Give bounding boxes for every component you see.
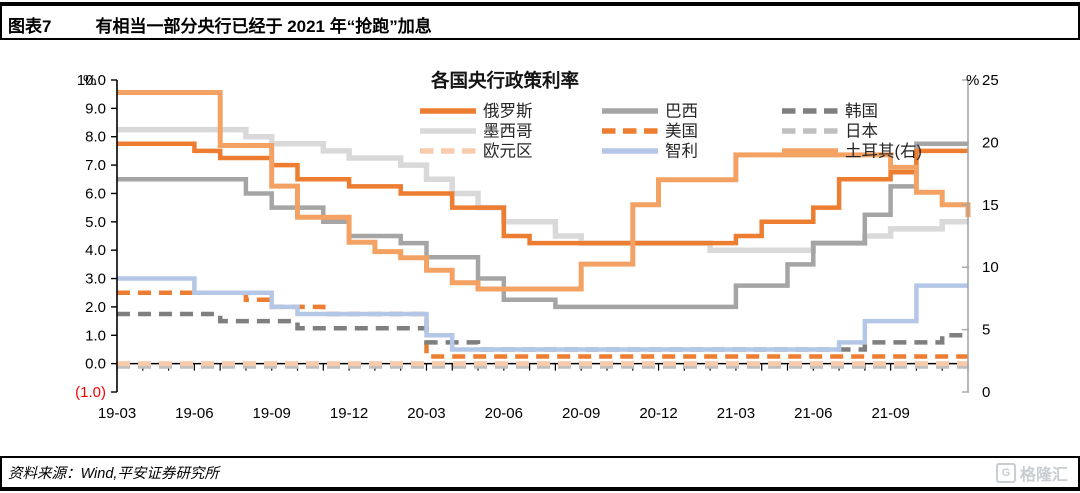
gelonghui-logo: G 格隆汇 [995,461,1068,485]
top-border [0,2,1080,6]
data-source-note: 资料来源：Wind,平安证券研究所 [8,466,219,482]
legend-label-us: 美国 [665,122,698,141]
left-axis-tick-label: 4.0 [85,242,106,259]
x-axis-tick-label: 19-03 [98,405,136,422]
footer-right-border [1078,456,1080,490]
left-axis-tick-label: 8.0 [85,129,106,146]
footer-top-border [0,456,1080,458]
x-axis-tick-label: 20-09 [562,405,600,422]
x-axis-tick-label: 19-09 [253,405,291,422]
left-axis-tick-label: 9.0 [85,100,106,117]
x-axis-tick-label: 19-12 [330,405,368,422]
left-axis-tick-label: 7.0 [85,157,106,174]
figure-number: 图表7 [8,17,52,36]
header-right-border [1078,2,1080,40]
x-axis-tick-label: 20-03 [407,405,445,422]
right-axis-tick-label: 15 [982,197,999,214]
x-axis-tick-label: 21-06 [794,405,832,422]
legend-label-turkey: 土耳其(右) [845,142,922,161]
gelonghui-logo-icon: G [995,463,1016,483]
x-axis-tick-label: 21-03 [717,405,755,422]
footer-left-border [0,456,2,490]
figure-header: 图表7 有相当一部分央行已经于 2021 年“抢跑”加息 [8,12,1072,37]
x-axis-tick-label: 20-12 [639,405,677,422]
legend-label-russia: 俄罗斯 [483,102,533,121]
right-axis-tick-label: 5 [982,322,990,339]
left-axis-tick-label: 2.0 [85,299,106,316]
figure-title: 有相当一部分央行已经于 2021 年“抢跑”加息 [95,17,432,36]
left-axis-tick-label: 6.0 [85,185,106,202]
legend-label-brazil: 巴西 [665,103,698,121]
x-axis-tick-label: 20-06 [485,405,523,422]
right-axis-tick-label: 0 [982,384,990,401]
chart-title: 各国央行政策利率 [430,70,579,91]
left-axis-unit-label: % [83,72,96,89]
header-left-border [0,2,2,40]
legend-label-korea: 韩国 [845,102,878,121]
x-axis-tick-label: 19-06 [175,405,213,422]
x-axis-tick-label: 21-09 [871,405,909,422]
header-bottom-border [0,38,1080,40]
right-axis-unit-label: % [966,72,979,89]
legend-label-eurozone: 欧元区 [483,142,533,161]
left-axis-tick-label: 0.0 [85,356,106,373]
left-axis-tick-label: (1.0) [75,384,106,401]
series-line-chile [117,276,968,352]
right-axis-tick-label: 20 [982,134,999,151]
right-axis-tick-label: 25 [982,72,999,89]
left-axis-tick-label: 10.0 [77,72,106,89]
bottom-border [0,487,1080,491]
legend-label-mexico: 墨西哥 [483,123,533,141]
left-axis-tick-label: 5.0 [85,214,106,231]
gelonghui-logo-text: 格隆汇 [1019,467,1068,484]
left-axis-tick-label: 3.0 [85,271,106,288]
left-axis-tick-label: 1.0 [85,327,106,344]
legend-label-japan: 日本 [845,122,878,141]
right-axis-tick-label: 10 [982,259,999,276]
legend-label-chile: 智利 [665,142,698,161]
series-line-brazil [117,141,968,310]
series-line-turkey [117,90,971,292]
